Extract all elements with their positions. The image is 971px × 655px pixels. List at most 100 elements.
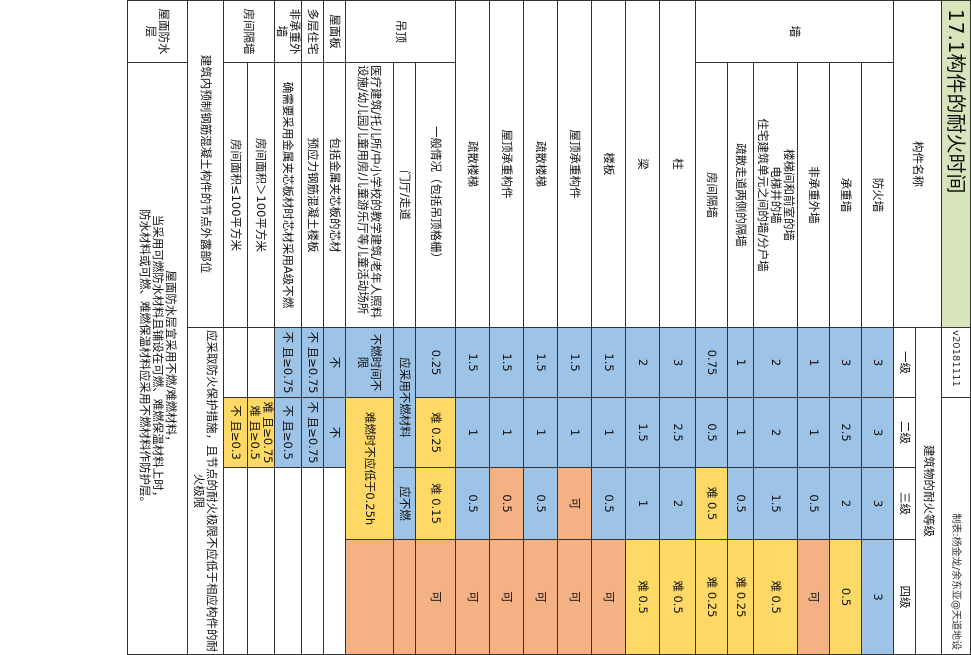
cell: 1 — [455, 397, 490, 468]
component-header: 构件名称 — [893, 0, 942, 328]
cell: 3 — [829, 327, 862, 398]
cell: 可 — [523, 539, 558, 655]
cell: 2 — [753, 397, 798, 468]
cell: 0.25 — [415, 327, 456, 398]
row-name: 梁 — [625, 0, 660, 328]
row-name: 房间隔墙 — [695, 62, 728, 328]
nonload-ext-name: 非承重外墙 — [274, 0, 302, 63]
cell: 1.5 — [753, 467, 798, 540]
multistory-detail: 预应力钢筋混凝土楼板 — [301, 62, 324, 328]
cell: 0.75 — [695, 327, 728, 398]
cell: 2.5 — [659, 397, 696, 468]
row-name: 柱 — [659, 0, 696, 328]
roofproof-line-3: 防水材料或可燃、难燃保温材料应采用不燃材料作防护层。 — [138, 209, 152, 509]
wall-group: 墙 — [695, 0, 894, 63]
roofproof-text: 屋面防水层宜采用不燃/难燃材料， 当采用可燃防水材料且铺设在可燃、难燃保温材料上… — [127, 62, 188, 655]
row-name: 非承重外墙 — [797, 62, 830, 328]
roofproof-line-1: 屋面防水层宜采用不燃/难燃材料， — [164, 270, 178, 447]
cell: 可 — [557, 467, 592, 540]
level-3-header: 三级 — [893, 467, 916, 540]
cell: 3 — [861, 397, 894, 468]
cell: 1.5 — [489, 327, 524, 398]
cell: 2 — [753, 327, 798, 398]
row-name: 楼板 — [591, 0, 626, 328]
row-name: 防火墙 — [861, 62, 894, 328]
cell: 1 — [591, 397, 626, 468]
cell: 不 — [323, 327, 346, 398]
row-name: 承重墙 — [829, 62, 862, 328]
cell: 3 — [659, 327, 696, 398]
cell: 0.5 — [727, 467, 754, 540]
credit-label: 制表:杨金龙/余东亚@天道地设 — [941, 397, 971, 655]
cell — [323, 467, 346, 655]
cell: 1 — [727, 397, 754, 468]
cell: 1 — [625, 467, 660, 540]
cell: 不 且≥0.75 — [301, 397, 324, 468]
cell — [393, 539, 416, 655]
row-name: 一般情况（包括吊顶格栅） — [415, 62, 456, 328]
level-2-header: 二级 — [893, 397, 916, 468]
roofboard-detail: 包括金属夹芯板的芯材 — [323, 62, 346, 328]
cell: 1 — [797, 397, 830, 468]
cell: 难 0.25 — [727, 539, 754, 655]
cell: 可 — [415, 539, 456, 655]
cell: 1 — [557, 397, 592, 468]
row-name: 疏散楼梯 — [523, 0, 558, 328]
cell: 不 且≥0.3 — [223, 397, 248, 468]
cell — [247, 327, 275, 398]
partition-name: 房间隔墙 — [223, 0, 275, 63]
cell — [345, 539, 394, 655]
cell: 0.5 — [797, 467, 830, 540]
cell: 难 0.25 — [415, 397, 456, 468]
page-title: 17.1构件的耐火时间 — [941, 0, 971, 328]
roofproof-line-2: 当采用可燃防水材料且铺设在可燃、难燃保温材料上时， — [151, 214, 165, 503]
ceiling-note-must: 应采用不燃材料 — [393, 327, 416, 468]
row-name: 屋顶承重构件 — [489, 0, 524, 328]
cell — [301, 467, 324, 655]
prefab-name: 建筑内预制钢筋混凝土构件的节点外露部位 — [187, 0, 224, 328]
ceiling-special: 医疗建筑/托儿所/中小学校的教学建筑/老年人照料设施/幼儿园儿童用房/儿童游乐厅… — [345, 62, 394, 328]
cell: 0.5 — [523, 467, 558, 540]
cell: 1.5 — [557, 327, 592, 398]
cell: 0.5 — [455, 467, 490, 540]
ceiling-door-hall: 门厅/走道 — [393, 62, 416, 328]
row-name: 楼梯间和前室的墙 电梯井的墙 住宅建筑单元之间的墙/分户墙 — [753, 62, 798, 328]
cell: 难 0.25 — [695, 539, 728, 655]
cell: 2.5 — [829, 397, 862, 468]
ceiling-note-hard: 难燃时不应低于0.25h — [345, 397, 394, 540]
version-label: v20181111 — [941, 327, 971, 398]
cell: 1.5 — [625, 397, 660, 468]
partition-large: 房间面积＞100平方米 — [247, 62, 275, 328]
cell: 不 且≥0.5 — [274, 397, 302, 468]
cell: 2 — [625, 327, 660, 398]
cell: 可 — [797, 539, 830, 655]
cell — [223, 327, 248, 398]
cell: 难 0.15 — [415, 467, 456, 540]
cell: 不 且≥0.75 — [301, 327, 324, 398]
cell: 难 0.5 — [625, 539, 660, 655]
cell: 难 且≥0.75 难 且≥0.5 — [247, 397, 275, 468]
cell: 可 — [489, 539, 524, 655]
cell: 1 — [727, 327, 754, 398]
cell: 难 0.5 — [695, 467, 728, 540]
fire-resistance-table: 17.1构件的耐火时间 v20181111 制表:杨金龙/余东亚@天道地设 构件… — [127, 0, 971, 655]
cell: 1 — [489, 397, 524, 468]
cell: 可 — [591, 539, 626, 655]
cell: 不 — [323, 397, 346, 468]
cell: 2 — [659, 467, 696, 540]
cell: 0.5 — [489, 467, 524, 540]
cell: 可 — [455, 539, 490, 655]
roofboard-name: 屋面板 — [323, 0, 346, 63]
cell: 2 — [829, 467, 862, 540]
cell: 难 0.5 — [659, 539, 696, 655]
cell — [223, 467, 248, 655]
level-1-header: 一级 — [893, 327, 916, 398]
cell: 3 — [861, 539, 894, 655]
level-group-header: 建筑物的耐火等级 — [915, 327, 942, 655]
cell: 3 — [861, 467, 894, 540]
roofproof-name: 屋面防水层 — [127, 0, 188, 63]
cell: 0.5 — [829, 539, 862, 655]
ceiling-note-nofuel: 应不燃 — [393, 467, 416, 540]
prefab-text: 应采取防火保护措施，且节点的耐火极限不应低于相应构件的耐火极限 — [187, 327, 224, 655]
